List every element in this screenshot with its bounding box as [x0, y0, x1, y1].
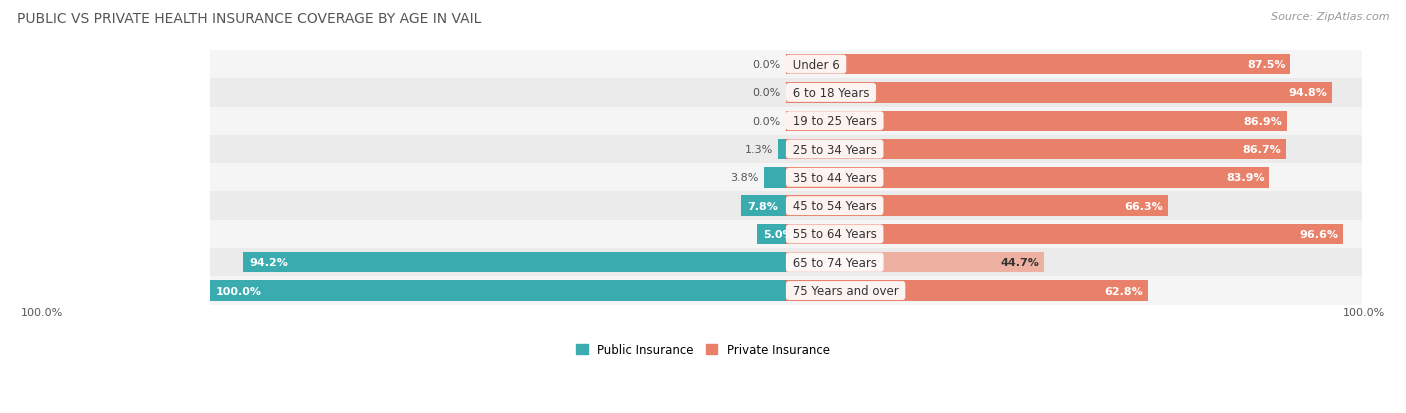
Text: 44.7%: 44.7%: [1000, 258, 1039, 268]
Text: 65 to 74 Years: 65 to 74 Years: [789, 256, 880, 269]
Bar: [786, 196, 1168, 216]
Text: 45 to 54 Years: 45 to 54 Years: [789, 199, 880, 213]
Bar: [209, 281, 786, 301]
Bar: [779, 140, 786, 160]
Text: 100.0%: 100.0%: [21, 307, 63, 317]
Text: 7.8%: 7.8%: [747, 201, 778, 211]
Bar: [209, 51, 1362, 79]
Text: 83.9%: 83.9%: [1226, 173, 1265, 183]
Text: 35 to 44 Years: 35 to 44 Years: [789, 171, 880, 184]
Legend: Public Insurance, Private Insurance: Public Insurance, Private Insurance: [571, 338, 835, 361]
Bar: [209, 135, 1362, 164]
Bar: [786, 252, 1043, 273]
Text: 94.8%: 94.8%: [1289, 88, 1327, 98]
Text: 25 to 34 Years: 25 to 34 Years: [789, 143, 880, 156]
Bar: [786, 55, 1291, 75]
Text: 3.8%: 3.8%: [730, 173, 758, 183]
Bar: [758, 224, 786, 244]
Text: 87.5%: 87.5%: [1247, 60, 1285, 70]
Text: PUBLIC VS PRIVATE HEALTH INSURANCE COVERAGE BY AGE IN VAIL: PUBLIC VS PRIVATE HEALTH INSURANCE COVER…: [17, 12, 481, 26]
Text: 6 to 18 Years: 6 to 18 Years: [789, 87, 873, 100]
Bar: [209, 249, 1362, 277]
Bar: [209, 164, 1362, 192]
Bar: [243, 252, 786, 273]
Text: 0.0%: 0.0%: [752, 88, 780, 98]
Text: 86.7%: 86.7%: [1241, 145, 1281, 154]
Text: 1.3%: 1.3%: [744, 145, 773, 154]
Text: 75 Years and over: 75 Years and over: [789, 284, 903, 297]
Bar: [741, 196, 786, 216]
Text: 62.8%: 62.8%: [1105, 286, 1143, 296]
Text: 96.6%: 96.6%: [1299, 229, 1339, 240]
Text: 66.3%: 66.3%: [1125, 201, 1163, 211]
Text: 100.0%: 100.0%: [215, 286, 262, 296]
Bar: [209, 79, 1362, 107]
Bar: [209, 107, 1362, 135]
Text: 0.0%: 0.0%: [752, 60, 780, 70]
Bar: [209, 220, 1362, 249]
Text: 5.0%: 5.0%: [763, 229, 793, 240]
Text: 86.9%: 86.9%: [1243, 116, 1282, 126]
Text: Under 6: Under 6: [789, 59, 844, 71]
Bar: [786, 168, 1270, 188]
Bar: [786, 224, 1343, 244]
Text: 100.0%: 100.0%: [1343, 307, 1385, 317]
Bar: [786, 83, 1333, 103]
Text: 55 to 64 Years: 55 to 64 Years: [789, 228, 880, 241]
Bar: [786, 111, 1286, 132]
Bar: [209, 192, 1362, 220]
Bar: [786, 281, 1147, 301]
Bar: [763, 168, 786, 188]
Bar: [209, 277, 1362, 305]
Text: 19 to 25 Years: 19 to 25 Years: [789, 115, 880, 128]
Text: Source: ZipAtlas.com: Source: ZipAtlas.com: [1271, 12, 1389, 22]
Bar: [786, 140, 1285, 160]
Text: 0.0%: 0.0%: [752, 116, 780, 126]
Text: 94.2%: 94.2%: [249, 258, 288, 268]
